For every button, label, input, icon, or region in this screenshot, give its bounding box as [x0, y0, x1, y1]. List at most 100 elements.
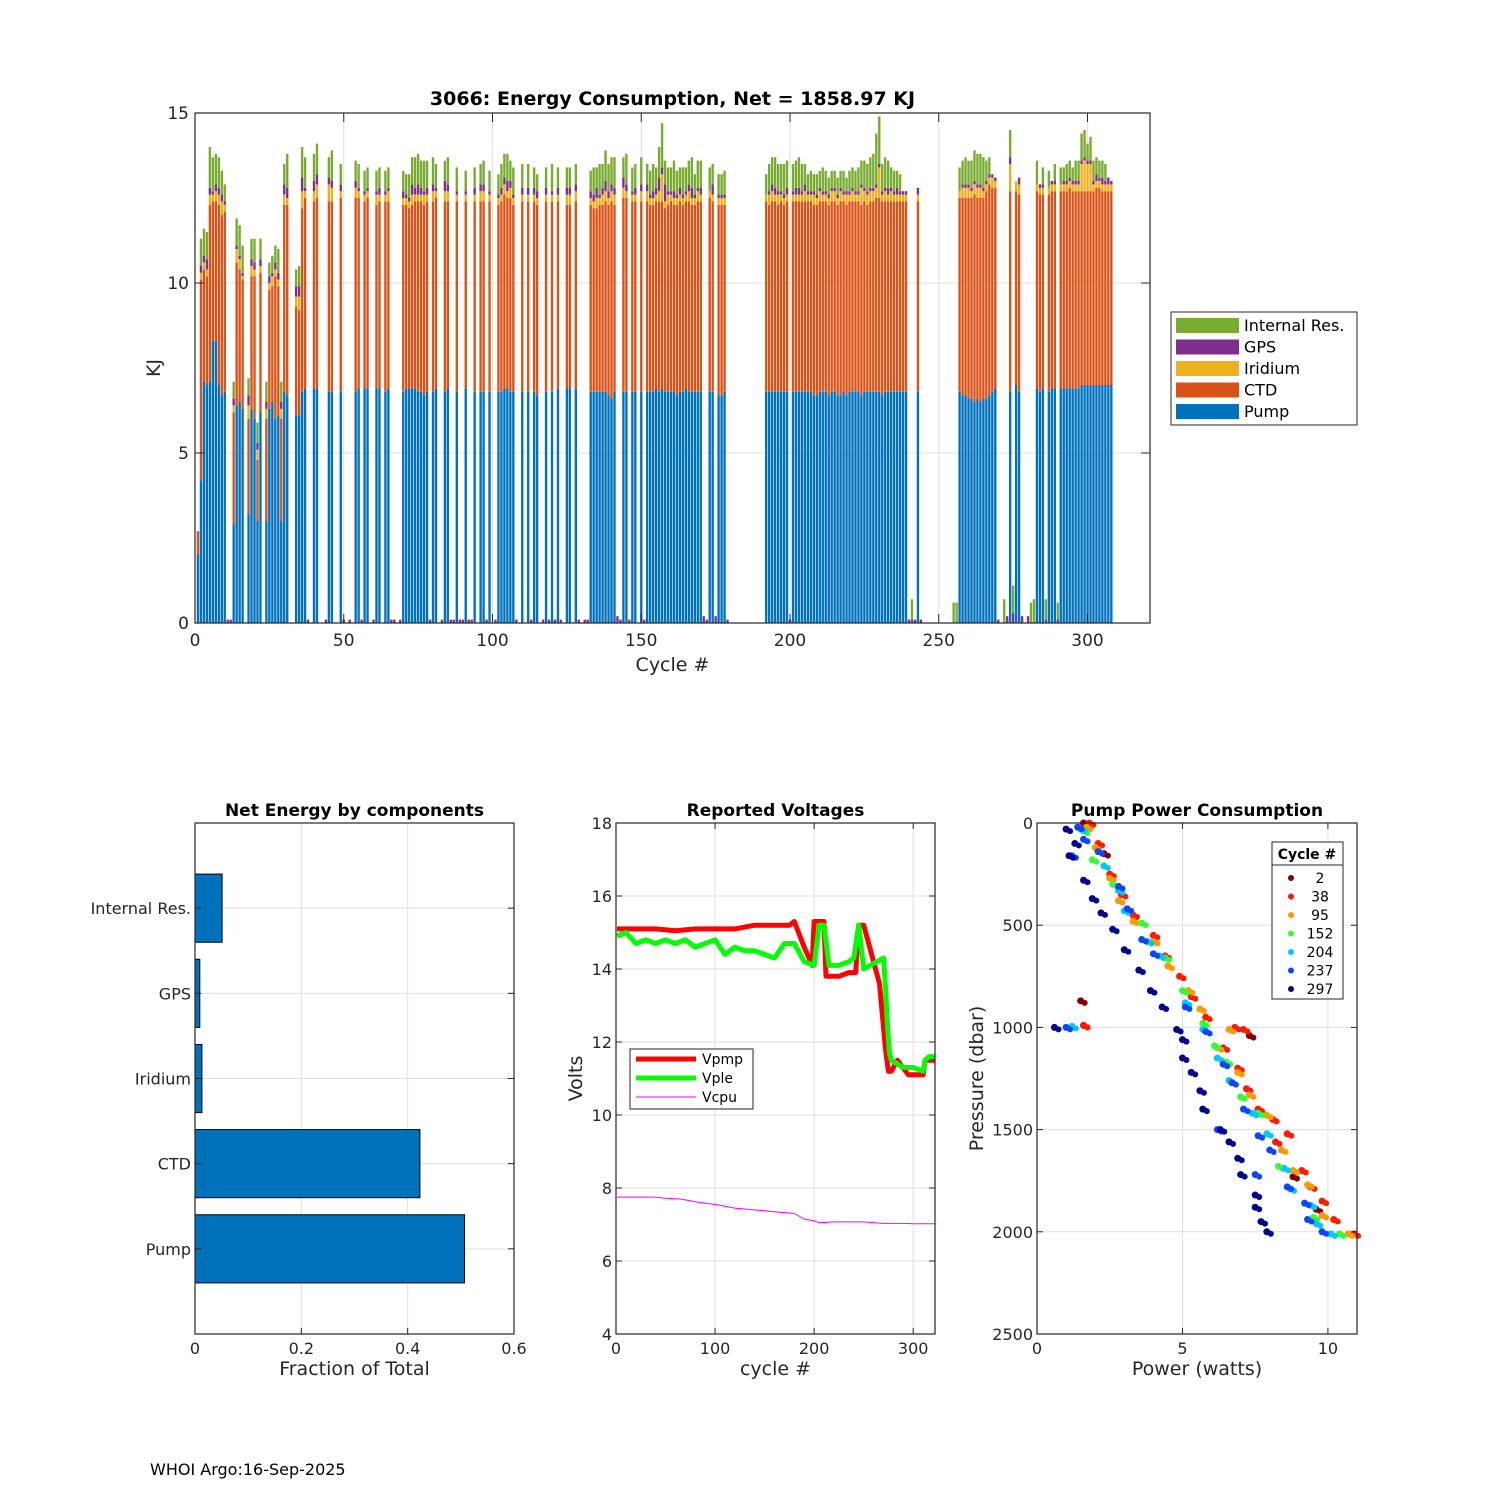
energy-bar-pump: [294, 415, 298, 623]
energy-bar-internal-res: [779, 164, 783, 192]
energy-bar-internal-res: [634, 164, 637, 188]
energy-bar-gps: [845, 191, 848, 195]
energy-bar-gps: [339, 184, 342, 192]
energy-bar-gps: [363, 191, 366, 195]
energy-bar-pump: [976, 398, 979, 623]
energy-bar-iridium: [1107, 184, 1110, 192]
energy-bar-gps: [449, 619, 453, 623]
energy-bar-iridium: [366, 191, 369, 198]
energy-bar-internal-res: [1074, 160, 1077, 181]
energy-bar-gps: [1095, 174, 1098, 181]
energy-bar-ctd: [660, 201, 664, 389]
energy-bar-iridium: [851, 191, 854, 202]
energy-bar-ctd: [431, 201, 435, 392]
energy-bar-internal-res: [681, 167, 685, 195]
energy-bar-iridium: [434, 191, 438, 198]
pump-point-cycle-204: [1331, 1232, 1338, 1239]
energy-bar-gps: [872, 187, 875, 192]
energy-bar-gps: [405, 194, 408, 198]
energy-bar-internal-res: [889, 167, 893, 188]
energy-bar-internal-res: [1003, 599, 1006, 623]
energy-bar-ctd: [770, 201, 774, 392]
pump-point-cycle-297: [1238, 1157, 1245, 1164]
energy-bar-ctd: [824, 201, 827, 392]
energy-bar-pump: [327, 391, 331, 623]
energy-bar-internal-res: [720, 174, 723, 195]
pump-point-cycle-38: [1334, 1218, 1341, 1225]
energy-bar-pump: [800, 391, 804, 623]
energy-bar-ctd: [860, 204, 863, 396]
energy-bar-internal-res: [967, 160, 970, 185]
energy-bar-ctd: [357, 198, 360, 389]
energy-bar-iridium: [1062, 184, 1065, 192]
energy-bar-gps: [220, 194, 223, 202]
pump-point-cycle-95: [1154, 940, 1161, 947]
energy-bar-ctd: [803, 201, 807, 392]
energy-bar-iridium: [1065, 184, 1068, 192]
energy-bar-iridium: [1095, 181, 1098, 188]
energy-bar-gps: [205, 259, 209, 270]
energy-bar-internal-res: [223, 184, 226, 202]
energy-bar-internal-res: [384, 170, 387, 192]
energy-bar-iridium: [211, 194, 215, 202]
energy-bar-internal-res: [405, 174, 408, 195]
pump-point-cycle-95: [1349, 1232, 1356, 1239]
energy-bar-ctd: [717, 204, 720, 396]
pump-point-cycle-204: [1160, 954, 1167, 961]
energy-bar-ctd: [208, 204, 212, 382]
energy-bar-internal-res: [776, 164, 780, 192]
energy-bar-internal-res: [208, 147, 212, 188]
energy-bar-ctd: [598, 204, 601, 392]
energy-bar-iridium: [286, 198, 289, 205]
energy-bar-gps: [866, 191, 869, 195]
energy-bar-internal-res: [235, 218, 238, 246]
energy-bar-ctd: [503, 194, 506, 389]
energy-bar-pump: [845, 395, 848, 623]
energy-bar-internal-res: [497, 174, 500, 195]
energy-bar-iridium: [648, 198, 652, 205]
energy-bar-ctd: [622, 198, 625, 392]
energy-bar-ctd: [271, 286, 274, 402]
energy-bar-pump: [208, 381, 212, 623]
energy-bar-gps: [464, 191, 467, 195]
voltages-line-vple: [616, 922, 935, 1074]
energy-xtick-label: 0: [190, 631, 201, 651]
energy-bar-internal-res: [711, 164, 714, 185]
legend-swatch-ctd: [1176, 382, 1239, 398]
voltages-ytick-label: 12: [592, 1033, 612, 1052]
energy-bar-ctd: [259, 272, 262, 413]
energy-bar-gps: [776, 191, 780, 195]
legend-label: Iridium: [1244, 359, 1300, 378]
energy-bar-gps: [283, 184, 286, 195]
energy-bar-gps: [1050, 181, 1054, 185]
energy-bar-ctd: [574, 201, 577, 389]
energy-bar-internal-res: [660, 123, 664, 168]
energy-bar-ctd: [898, 201, 902, 392]
pump-xtick-label: 10: [1318, 1339, 1338, 1358]
energy-bar-pump: [544, 391, 548, 623]
legend-label: 152: [1307, 927, 1334, 943]
energy-bar-ctd: [690, 204, 694, 392]
voltages-xlabel: cycle #: [740, 1358, 811, 1380]
energy-bar-internal-res: [1068, 160, 1071, 178]
pump-point-cycle-204: [1311, 1204, 1318, 1211]
energy-bar-iridium: [821, 194, 824, 202]
energy-bar-gps: [241, 272, 244, 277]
energy-bar-pump: [803, 391, 807, 623]
pump-point-cycle-95: [1294, 1169, 1300, 1176]
components-xtick-label: 0.4: [395, 1339, 420, 1358]
energy-bar-gps: [690, 187, 694, 198]
energy-bar-pump: [1041, 388, 1045, 623]
energy-bar-gps: [330, 181, 334, 188]
energy-bar-gps: [806, 191, 810, 195]
energy-bar-pump: [1062, 388, 1065, 623]
energy-bar-internal-res: [970, 160, 973, 188]
energy-bar-pump: [687, 391, 691, 623]
energy-bar-iridium: [294, 296, 298, 307]
energy-bar-gps: [833, 187, 836, 192]
energy-bar-iridium: [782, 198, 786, 205]
energy-bar-gps: [503, 177, 506, 185]
energy-bar-iridium: [875, 187, 878, 198]
energy-bar-pump: [550, 391, 554, 623]
energy-bar-iridium: [889, 191, 893, 202]
